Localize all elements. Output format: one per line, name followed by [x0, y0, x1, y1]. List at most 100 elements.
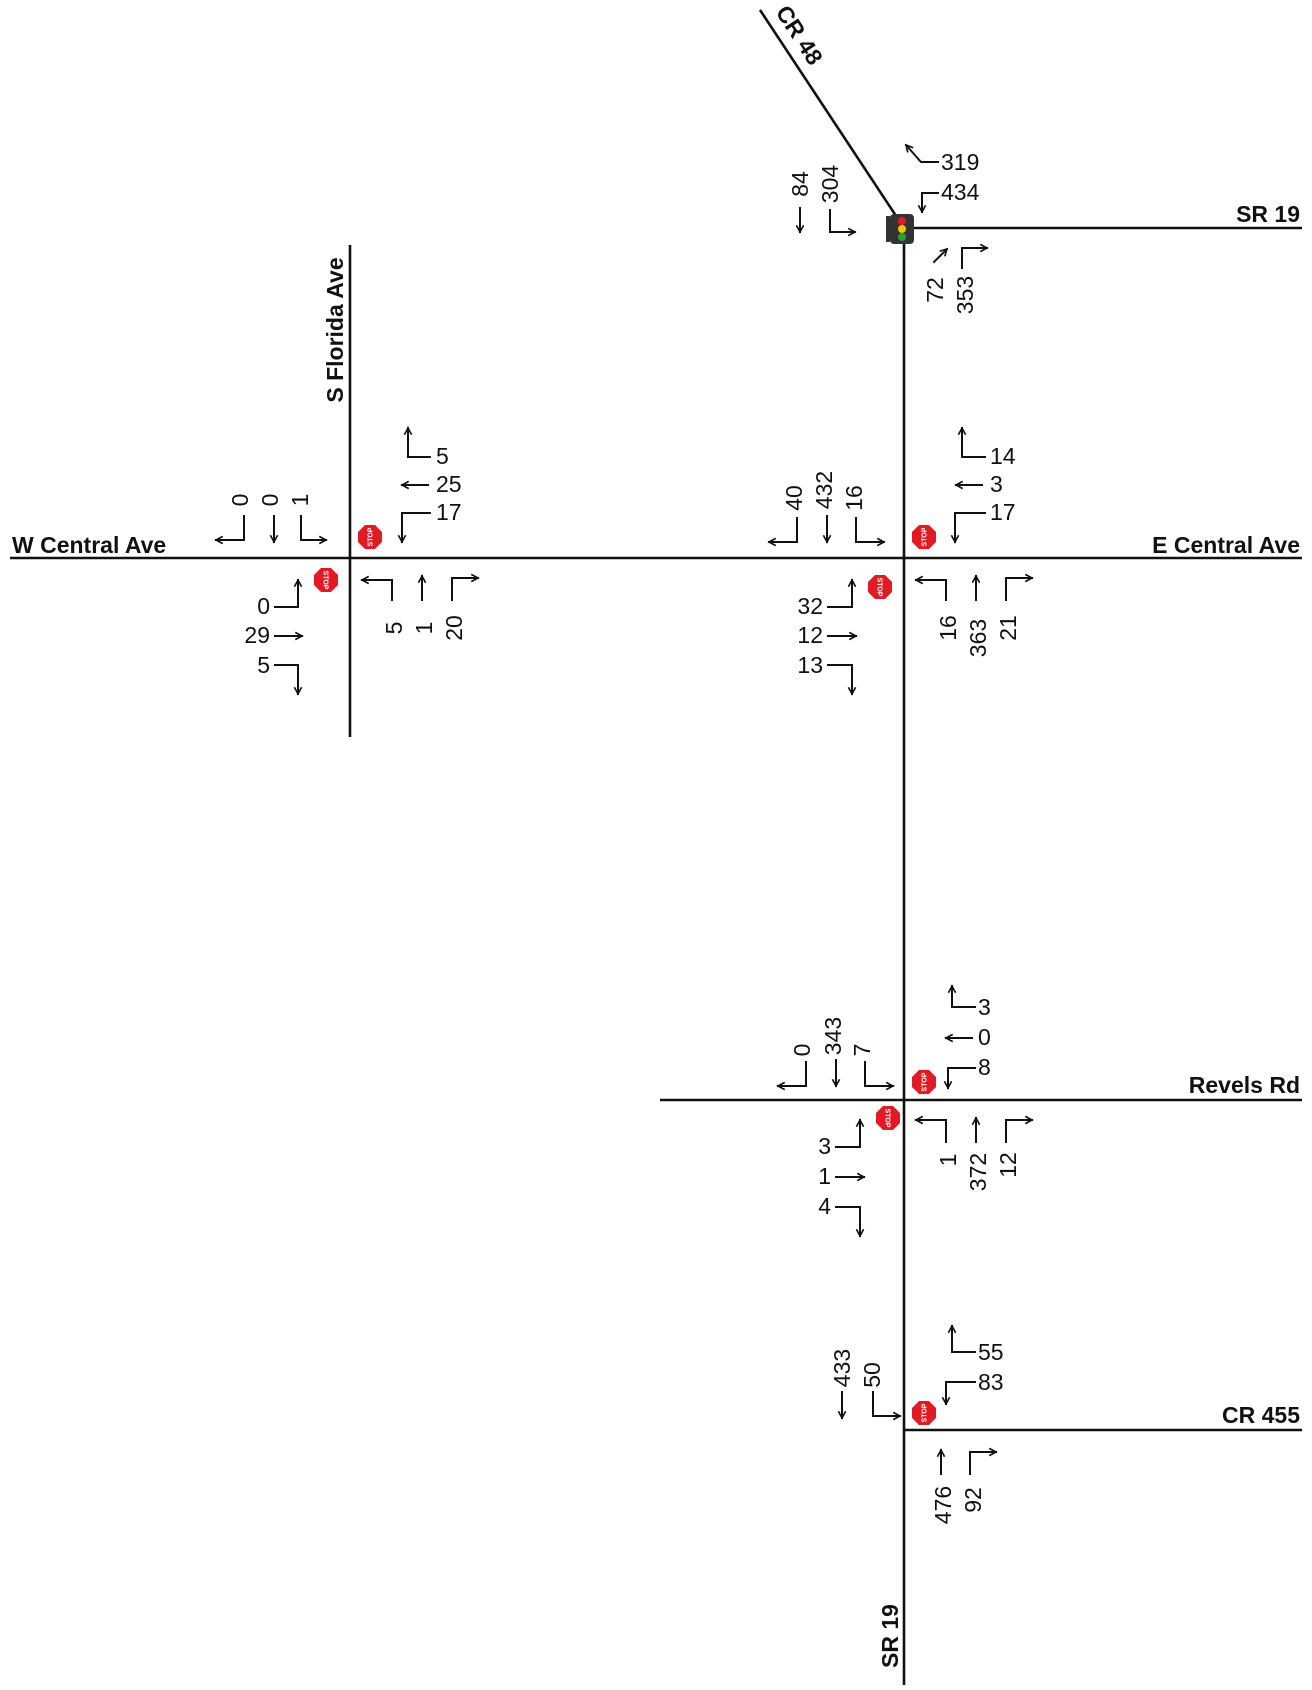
florida-sb-right-arrow — [216, 515, 245, 540]
florida-eb-right-arrow — [274, 664, 298, 694]
ecentral-wb-right-volume: 14 — [990, 443, 1016, 469]
intersection-sr19-cr455: 433 50 55 83 476 92 — [829, 1326, 1004, 1524]
cr455-sb-through-volume: 433 — [829, 1349, 855, 1387]
stop-sign-icon: STOP — [876, 1106, 900, 1130]
sr19-nb-bearleft-volume: 72 — [922, 277, 948, 303]
sr19-wb-left-arrow — [922, 192, 939, 212]
ecentral-nb-through-volume: 363 — [965, 619, 991, 657]
sr19-wb-bearleft-arrow — [904, 143, 939, 163]
cr455-wb-right-arrow — [952, 1326, 976, 1353]
revels-wb-right-arrow — [952, 986, 976, 1008]
svg-text:STOP: STOP — [322, 571, 329, 590]
stop-sign-icon: STOP — [912, 1401, 936, 1425]
ecentral-eb-through-volume: 12 — [797, 622, 823, 648]
ecentral-nb-left-arrow — [916, 580, 947, 601]
revels-sb-left-arrow — [864, 1061, 893, 1086]
ecentral-nb-right-arrow — [1005, 578, 1032, 601]
intersection-s-florida-w-central: 0 0 1 5 25 17 0 29 5 5 1 20 — [216, 428, 478, 694]
ecentral-wb-left-volume: 17 — [990, 499, 1016, 525]
svg-text:STOP: STOP — [922, 1072, 929, 1091]
revels-label: Revels Rd — [1189, 1072, 1300, 1098]
stop-sign-icon: STOP — [314, 568, 338, 592]
florida-sb-left-volume: 1 — [287, 494, 313, 507]
florida-eb-left-volume: 0 — [257, 593, 270, 619]
stop-sign-icon: STOP — [358, 525, 382, 549]
cr455-wb-left-volume: 83 — [978, 1369, 1004, 1395]
revels-eb-right-arrow — [835, 1206, 860, 1236]
sr19-nb-right-volume: 353 — [952, 276, 978, 314]
revels-wb-left-arrow — [948, 1067, 976, 1088]
ecentral-sb-through-volume: 432 — [811, 471, 837, 509]
revels-nb-right-volume: 12 — [995, 1152, 1021, 1178]
revels-eb-right-volume: 4 — [818, 1193, 831, 1219]
ecentral-nb-right-volume: 21 — [995, 615, 1021, 641]
florida-wb-left-volume: 17 — [436, 499, 462, 525]
cr455-nb-through-volume: 476 — [930, 1486, 956, 1524]
revels-eb-through-volume: 1 — [818, 1163, 831, 1189]
florida-nb-left-volume: 5 — [381, 622, 407, 635]
cr48-road — [758, 9, 906, 229]
cr455-nb-right-arrow — [969, 1452, 996, 1475]
cr48-left-volume: 84 — [787, 171, 813, 197]
ecentral-sb-left-volume: 16 — [841, 485, 867, 511]
revels-sb-right-arrow — [778, 1061, 807, 1086]
traffic-signal-icon — [886, 214, 914, 244]
stop-signs: STOP STOP STOP STOP STOP STOP STOP — [314, 525, 936, 1425]
ecentral-sb-right-arrow — [769, 517, 798, 542]
revels-wb-through-volume: 0 — [978, 1024, 991, 1050]
florida-nb-through-volume: 1 — [411, 622, 437, 635]
florida-eb-through-volume: 29 — [244, 622, 270, 648]
ecentral-eb-left-volume: 32 — [797, 593, 823, 619]
florida-wb-right-volume: 5 — [436, 443, 449, 469]
ecentral-wb-right-arrow — [962, 428, 986, 458]
svg-text:STOP: STOP — [922, 527, 929, 546]
florida-eb-left-arrow — [274, 580, 298, 608]
stop-sign-icon: STOP — [912, 1070, 936, 1094]
ecentral-sb-left-arrow — [855, 517, 884, 542]
ecentral-eb-left-arrow — [827, 580, 852, 608]
ecentral-eb-right-arrow — [827, 664, 852, 694]
cr455-nb-right-volume: 92 — [960, 1487, 986, 1513]
revels-nb-right-arrow — [1005, 1120, 1032, 1143]
svg-text:STOP: STOP — [368, 527, 375, 546]
florida-wb-through-volume: 25 — [436, 471, 462, 497]
florida-sb-through-volume: 0 — [257, 494, 283, 507]
revels-nb-left-volume: 1 — [935, 1154, 961, 1167]
sr19-wb-bearleft-volume: 319 — [941, 149, 979, 175]
sr19-nb-bearleft-arrow — [932, 247, 949, 264]
sr19-nb-right-arrow — [961, 248, 987, 269]
florida-nb-left-arrow — [362, 580, 393, 601]
intersection-sr19-revels: 0 343 7 3 0 8 3 1 4 1 372 12 — [778, 986, 1032, 1236]
s-florida-label: S Florida Ave — [322, 257, 348, 402]
cr48-right-arrow — [829, 209, 855, 232]
florida-sb-left-arrow — [300, 515, 326, 540]
florida-eb-right-volume: 5 — [257, 652, 270, 678]
revels-sb-through-volume: 343 — [820, 1017, 846, 1055]
revels-sb-right-volume: 0 — [789, 1044, 815, 1057]
cr455-wb-right-volume: 55 — [978, 1339, 1004, 1365]
road-network — [10, 9, 1302, 1685]
stop-sign-icon: STOP — [868, 575, 892, 599]
revels-wb-left-volume: 8 — [978, 1054, 991, 1080]
florida-sb-right-volume: 0 — [227, 494, 253, 507]
intersection-cr48-sr19: 84 304 319 434 72 353 — [787, 143, 987, 314]
ecentral-wb-through-volume: 3 — [990, 471, 1003, 497]
ecentral-eb-right-volume: 13 — [797, 652, 823, 678]
revels-eb-left-volume: 3 — [818, 1133, 831, 1159]
sr19-wb-left-volume: 434 — [941, 179, 980, 205]
revels-nb-through-volume: 372 — [965, 1153, 991, 1191]
revels-wb-right-volume: 3 — [978, 994, 991, 1020]
cr455-sb-left-arrow — [872, 1391, 900, 1416]
florida-wb-left-arrow — [402, 512, 431, 542]
revels-sb-left-volume: 7 — [849, 1044, 875, 1057]
sr19-south-label: SR 19 — [877, 1604, 903, 1668]
ecentral-wb-left-arrow — [955, 512, 986, 542]
ecentral-nb-left-volume: 16 — [935, 615, 961, 641]
sr19-east-label: SR 19 — [1236, 201, 1300, 227]
road-labels: CR 48 SR 19 S Florida Ave W Central Ave … — [12, 1, 1300, 1668]
cr455-label: CR 455 — [1222, 1402, 1300, 1428]
florida-nb-right-arrow — [451, 578, 478, 601]
cr455-sb-left-volume: 50 — [859, 1362, 885, 1388]
